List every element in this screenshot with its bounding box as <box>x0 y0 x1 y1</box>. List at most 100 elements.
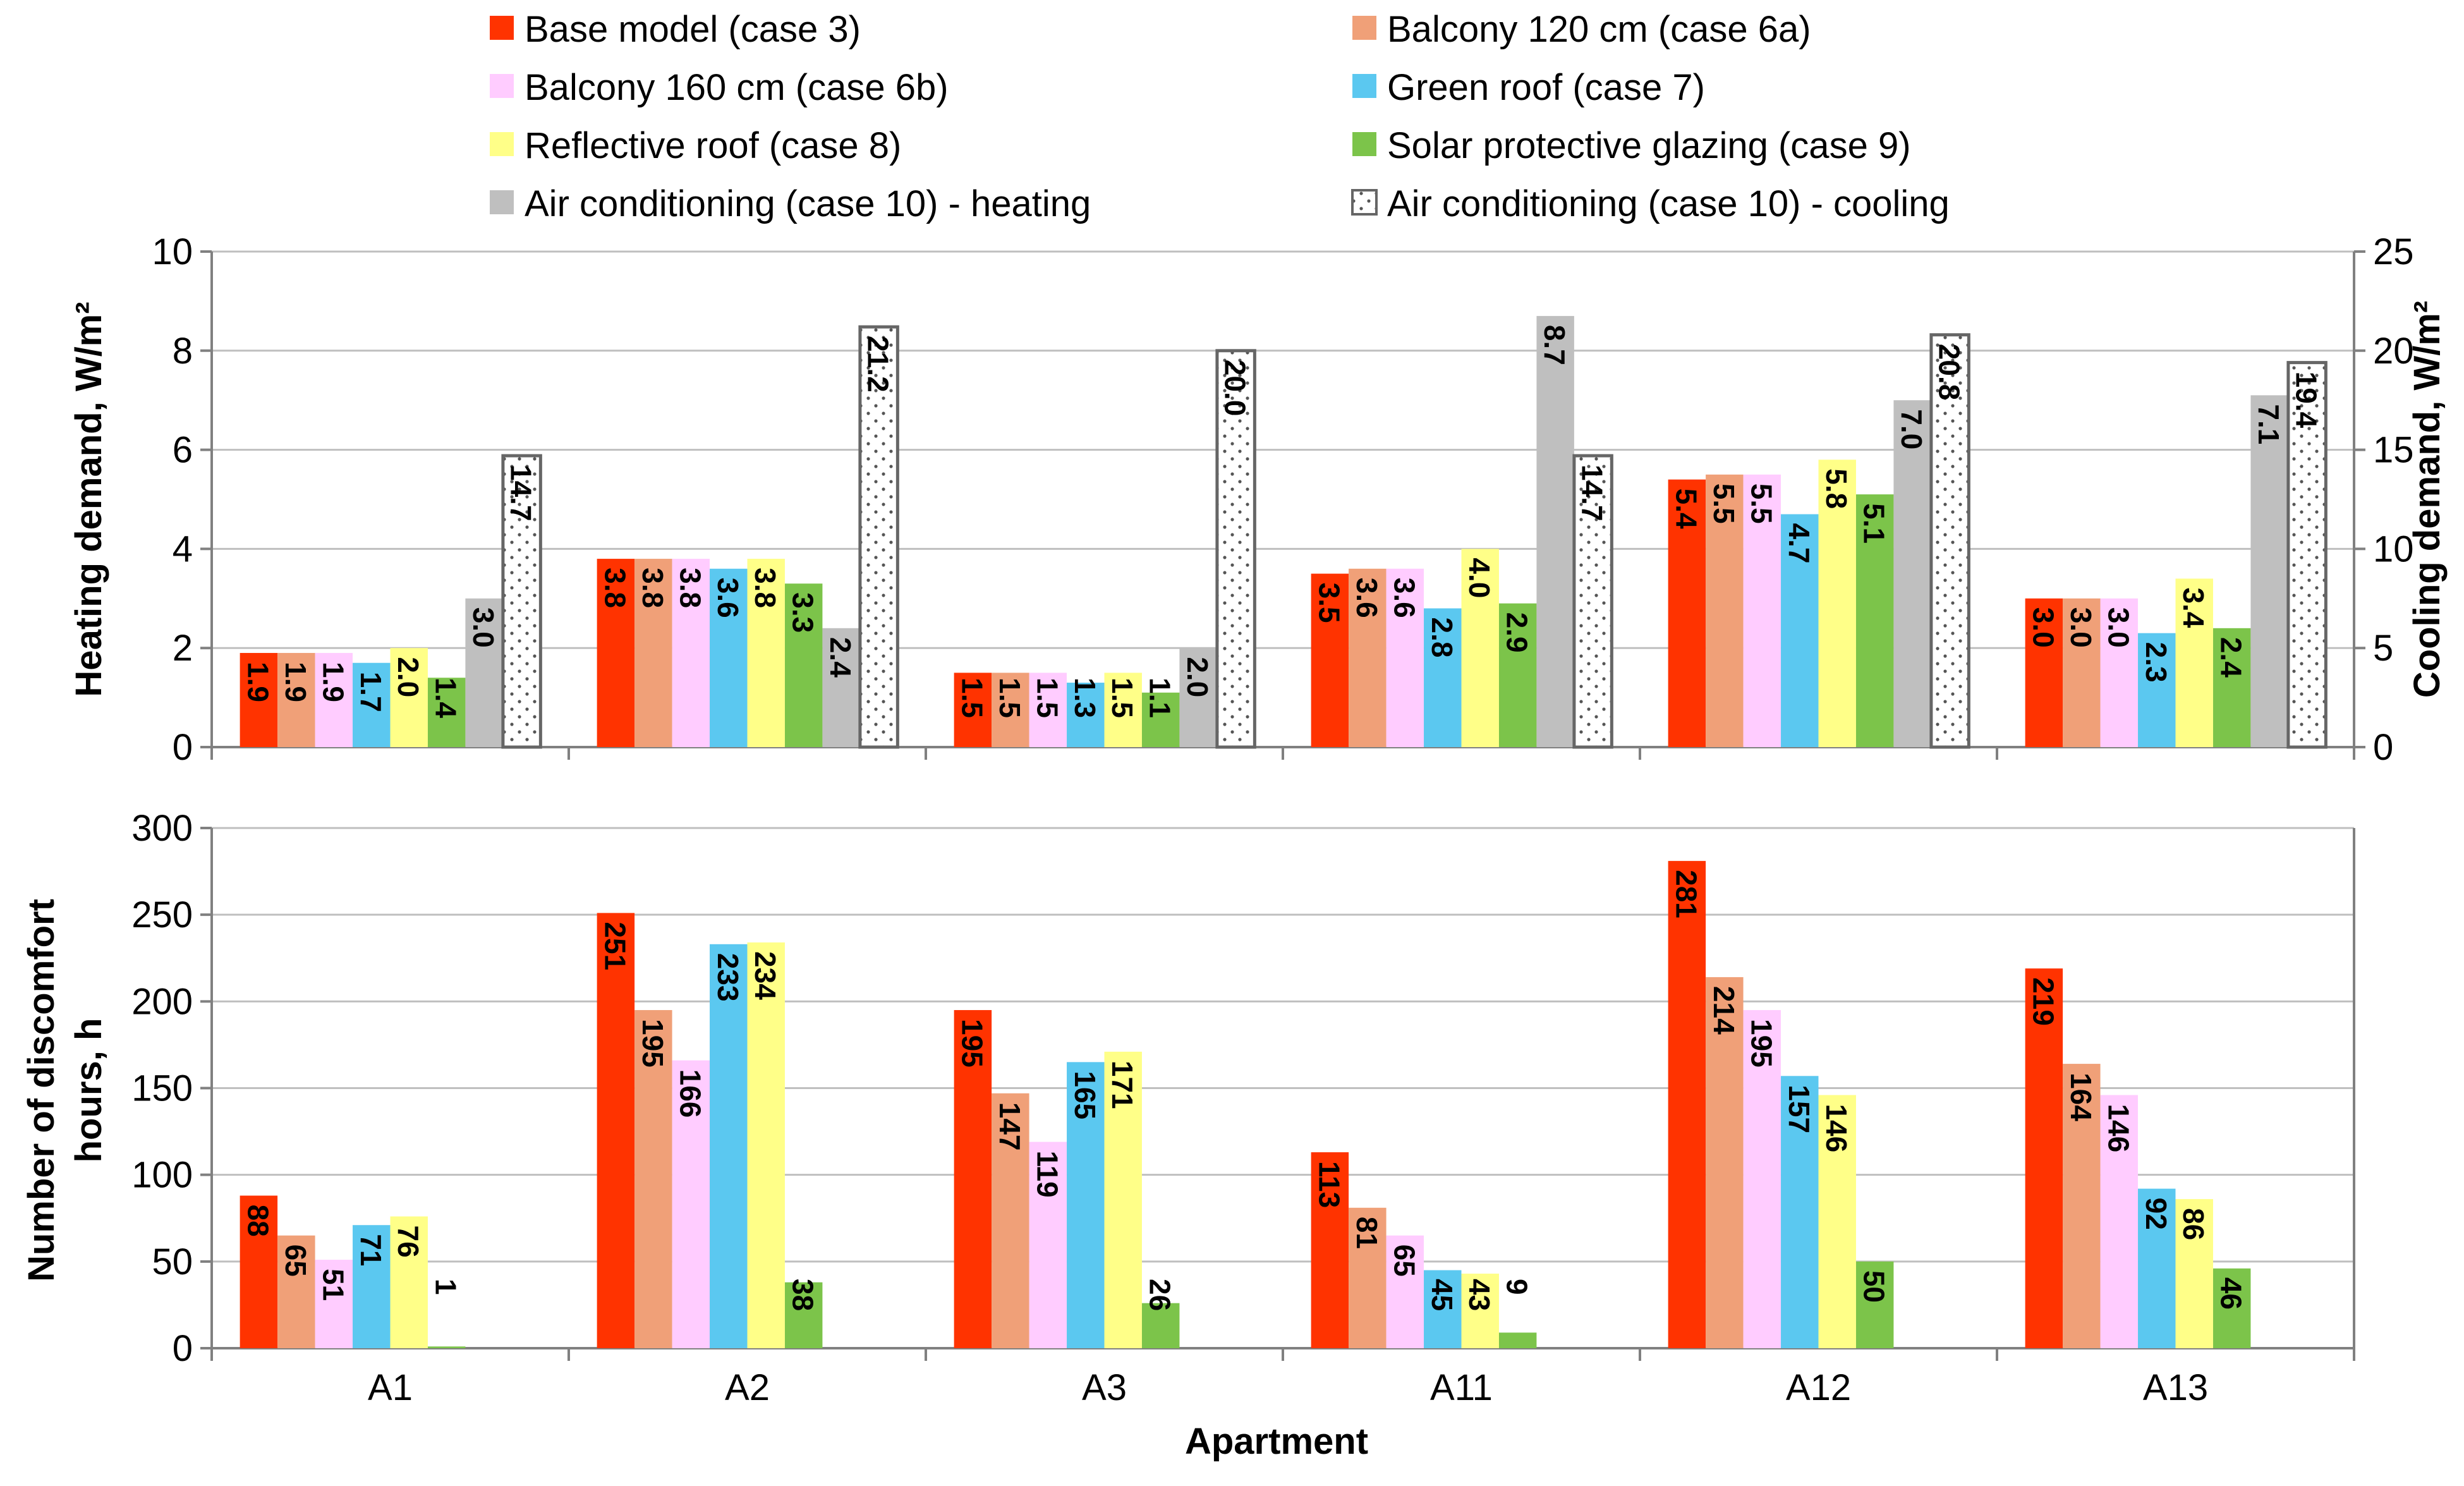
bottom-chart: 0501001502002503008825119511328121965195… <box>21 808 2355 1462</box>
bar <box>2025 598 2063 747</box>
bar-value-label: 165 <box>1069 1071 1102 1119</box>
y-tick-label: 0 <box>173 1328 193 1369</box>
legend-label: Base model (case 3) <box>525 9 861 50</box>
bar-value-label: 86 <box>2177 1208 2210 1240</box>
bar <box>427 1346 466 1348</box>
bar-value-label: 195 <box>1745 1019 1778 1068</box>
legend-swatch <box>490 16 514 40</box>
bar-value-label: 195 <box>956 1019 988 1068</box>
bar <box>353 1225 391 1348</box>
bar-value-label: 3.6 <box>1388 578 1421 618</box>
legend-label: Green roof (case 7) <box>1387 67 1705 108</box>
bar <box>1349 568 1387 747</box>
y-tick-label: 250 <box>131 894 193 935</box>
bar <box>427 678 466 747</box>
bar-value-label: 14.7 <box>1576 465 1609 521</box>
bar-value-label: 5.5 <box>1708 484 1740 524</box>
bar <box>2063 1064 2101 1348</box>
bar-value-label: 214 <box>1708 986 1740 1035</box>
bar-value-label: 1.5 <box>1106 678 1139 718</box>
y-tick-label: 8 <box>173 331 193 372</box>
bar <box>1855 1261 1894 1348</box>
bar-value-label: 4.7 <box>1783 523 1816 564</box>
bar <box>1498 1332 1537 1348</box>
bar-value-label: 3.6 <box>1350 578 1383 618</box>
bar <box>822 628 860 747</box>
y2-tick-label: 0 <box>2373 727 2393 768</box>
bar-value-label: 1.7 <box>355 672 387 712</box>
bar-value-label: 5.4 <box>1670 489 1702 529</box>
bar <box>1104 673 1142 747</box>
bar-value-label: 1.1 <box>1144 678 1177 718</box>
y-tick-label: 200 <box>131 981 193 1022</box>
bar <box>315 653 353 747</box>
bar <box>465 598 503 747</box>
bar <box>634 559 672 747</box>
bar <box>1668 861 1706 1348</box>
legend-label: Air conditioning (case 10) - heating <box>525 183 1091 224</box>
bar-value-label: 5.8 <box>1820 468 1853 509</box>
y2-tick-label: 25 <box>2373 231 2414 272</box>
bar-value-label: 113 <box>1313 1161 1345 1208</box>
bar <box>1029 1142 1067 1348</box>
bar-value-label: 281 <box>1670 870 1702 918</box>
bar-value-label: 1.9 <box>241 662 274 702</box>
bar <box>1536 315 1574 747</box>
x-axis-title: Apartment <box>1185 1421 1368 1462</box>
bar-value-label: 164 <box>2065 1073 2097 1121</box>
bar-value-label: 2.8 <box>1426 617 1459 657</box>
bar <box>2100 1095 2139 1348</box>
bar <box>2286 361 2327 749</box>
bar <box>1461 1274 1499 1348</box>
bar <box>1349 1207 1387 1348</box>
bar-value-label: 233 <box>712 953 744 1002</box>
bar-value-label: 3.0 <box>2102 607 2135 648</box>
bar <box>597 913 635 1348</box>
y2-tick-label: 15 <box>2373 430 2414 471</box>
bar-value-label: 46 <box>2215 1277 2248 1310</box>
bar-value-label: 146 <box>2102 1104 2135 1152</box>
bar <box>747 559 785 747</box>
bar <box>1818 1095 1856 1348</box>
bar <box>1706 474 1744 747</box>
bar <box>784 1282 823 1348</box>
bar-value-label: 71 <box>355 1234 387 1266</box>
bar-value-label: 76 <box>392 1226 425 1258</box>
bar <box>2025 968 2063 1348</box>
legend-swatch <box>1352 132 1376 156</box>
bar <box>1706 977 1744 1348</box>
x-tick-label: A1 <box>368 1367 413 1408</box>
bar-value-label: 20.8 <box>1933 344 1966 401</box>
y-axis-title-line2: hours, h <box>68 1018 109 1163</box>
bar-value-label: 50 <box>1858 1270 1891 1303</box>
bar-value-label: 2.4 <box>824 637 857 678</box>
bar <box>1311 573 1349 747</box>
bar <box>1215 349 1256 749</box>
bar <box>240 1195 278 1348</box>
top-chart: 0 2 4 6 8 10 0 5 10 15 20 25 1.9 3.8 1.5 3.5 5.4 3.0 1.9 3.… <box>68 231 2448 768</box>
bar <box>1855 494 1894 747</box>
legend-label: Balcony 160 cm (case 6b) <box>525 67 949 108</box>
bar <box>1029 673 1067 747</box>
bar <box>1818 460 1856 747</box>
bar <box>1386 568 1424 747</box>
bar-value-label: 1.5 <box>1031 678 1064 718</box>
legend-swatch <box>1352 16 1376 40</box>
legend-swatch <box>490 190 514 214</box>
x-tick-label: A11 <box>1430 1367 1493 1408</box>
bar <box>390 1216 428 1348</box>
y-axis-title-line1: Number of discomfort <box>21 899 62 1282</box>
bar-value-label: 88 <box>241 1205 274 1237</box>
bar <box>1668 479 1706 747</box>
y-tick-label: 100 <box>131 1155 193 1196</box>
bar-value-label: 146 <box>1820 1104 1853 1152</box>
y-axis-title: Heating demand, W/m² <box>68 301 109 697</box>
bar-value-label: 65 <box>1388 1245 1421 1277</box>
bar-value-label: 3.3 <box>787 592 820 633</box>
bar-value-label: 1.5 <box>956 678 988 718</box>
legend-label: Reflective roof (case 8) <box>525 125 901 166</box>
bar-value-label: 38 <box>787 1279 820 1311</box>
bar <box>1311 1152 1349 1348</box>
